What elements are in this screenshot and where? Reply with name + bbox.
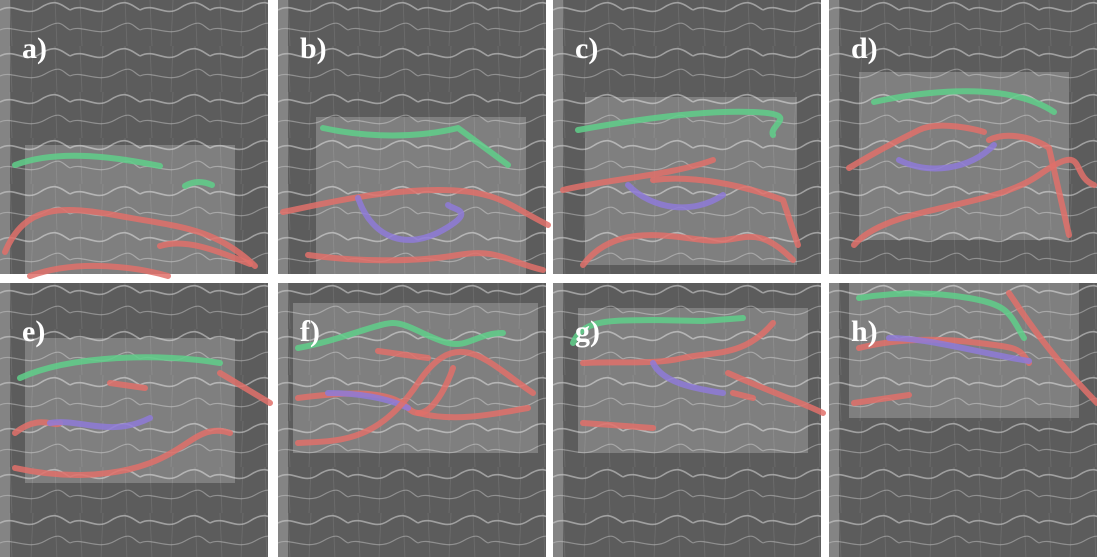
panel: h) — [829, 283, 1097, 557]
panel-edge — [0, 283, 10, 557]
highlight-region — [578, 308, 808, 453]
panel-label: e) — [22, 315, 45, 348]
panel-label: c) — [575, 32, 598, 65]
panel: f) — [278, 283, 546, 557]
page: a)b)c)d)e)f)g)h) (() => { const data = J… — [0, 0, 1097, 557]
panel-edge — [278, 283, 288, 557]
panel-edge — [278, 0, 288, 274]
panel-edge — [0, 0, 10, 274]
panel: c) — [553, 0, 821, 274]
panel-label: d) — [851, 32, 878, 65]
panel-label: f) — [300, 315, 320, 348]
panel-label: b) — [300, 32, 327, 65]
highlight-region — [293, 303, 538, 453]
panel: a) — [0, 0, 268, 285]
panel-edge — [553, 283, 563, 557]
panel-label: g) — [575, 315, 600, 348]
figure: a) b) c) d) e) f) g) h) — [0, 0, 1097, 557]
panel-edge — [829, 0, 839, 274]
panel-label: a) — [22, 32, 47, 65]
panel: d) — [829, 0, 1097, 274]
panel: e) — [0, 283, 270, 557]
panel: g) — [553, 283, 823, 557]
panel-label: h) — [851, 315, 878, 348]
panel-edge — [553, 0, 563, 274]
panel: b) — [278, 0, 548, 275]
panel-edge — [829, 283, 839, 557]
